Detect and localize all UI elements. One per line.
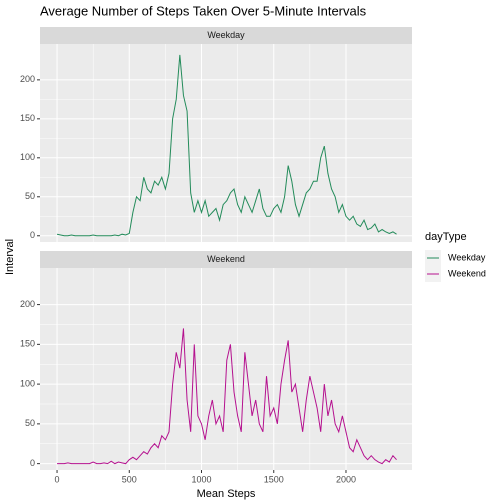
strip: [40, 27, 412, 44]
legend-title: dayType: [425, 231, 467, 243]
strip: [40, 251, 412, 268]
y-tick-label: 50: [25, 418, 35, 428]
y-axis-label: Interval: [4, 239, 16, 275]
chart-title: Average Number of Steps Taken Over 5-Min…: [40, 3, 367, 18]
y-tick-label: 100: [20, 152, 35, 162]
x-tick-label: 1000: [191, 474, 211, 484]
x-axis-label: Mean Steps: [197, 488, 256, 500]
panel: [40, 44, 412, 242]
y-tick-label: 0: [30, 458, 35, 468]
line: [57, 328, 397, 465]
y-tick-label: 150: [20, 339, 35, 349]
strip-label: Weekend: [207, 254, 245, 264]
line: [56, 54, 397, 237]
strip-label: Weekday: [207, 30, 245, 40]
y-tick-label: 100: [20, 378, 35, 388]
y-tick-label: 0: [30, 230, 35, 240]
legend-label: Weekend: [448, 268, 486, 278]
x-tick-label: 1500: [264, 474, 284, 484]
x-tick-label: 0: [55, 474, 60, 484]
y-tick-label: 200: [20, 74, 35, 84]
x-tick-label: 2000: [336, 474, 356, 484]
y-tick-label: 50: [25, 191, 35, 201]
legend-label: Weekday: [448, 252, 486, 262]
y-tick-label: 200: [20, 299, 35, 309]
y-tick-label: 150: [20, 113, 35, 123]
x-tick-label: 500: [122, 474, 137, 484]
